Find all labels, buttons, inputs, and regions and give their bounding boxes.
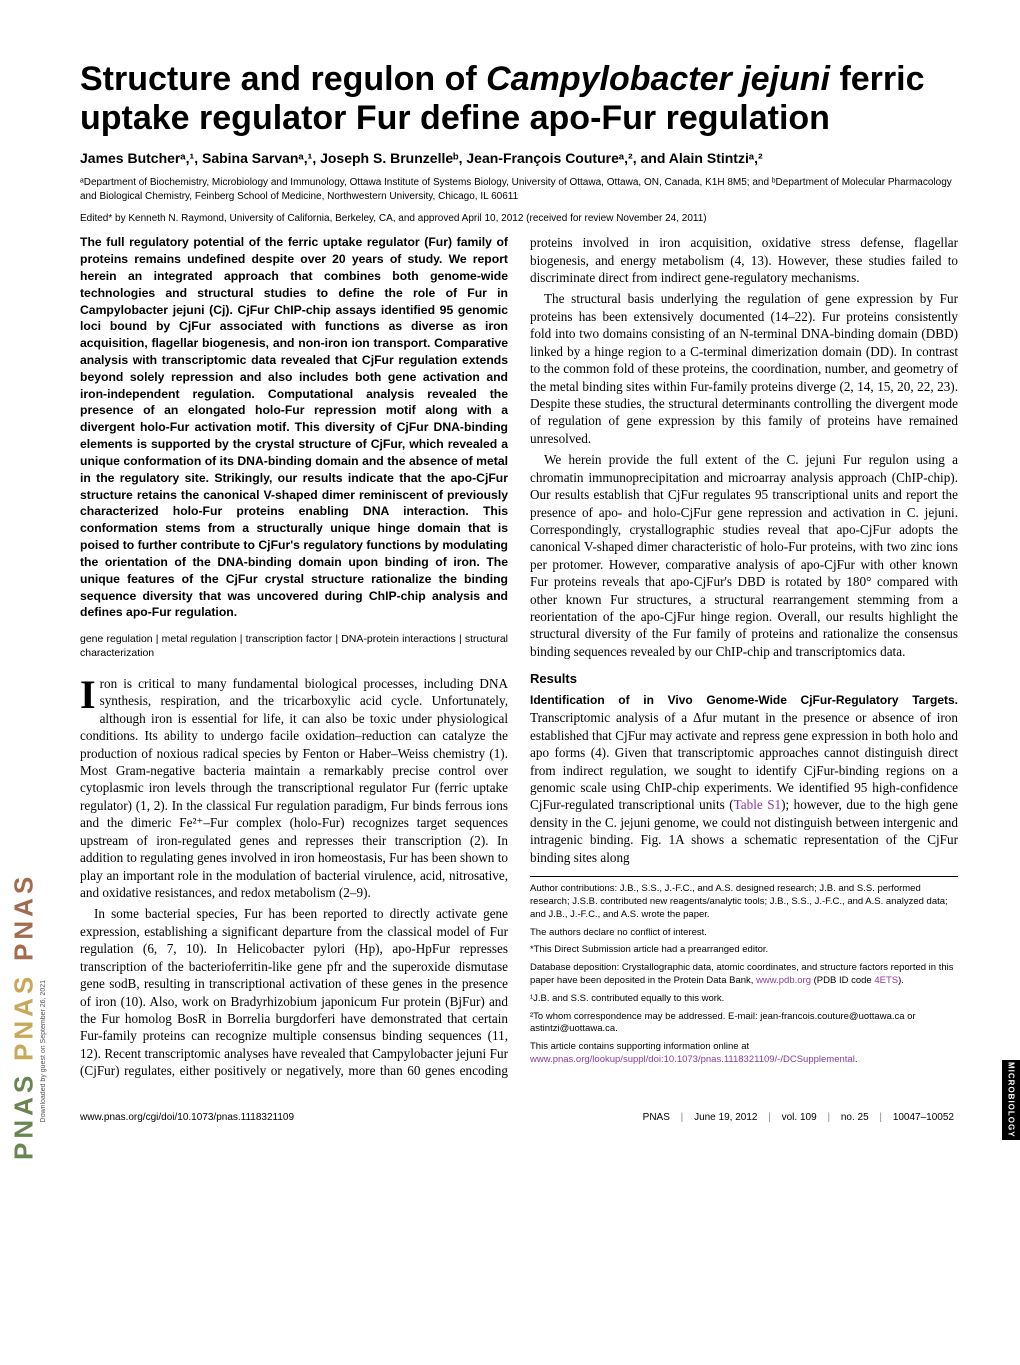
title-species: Campylobacter jejuni [486,60,830,98]
two-column-body: The full regulatory potential of the fer… [80,234,958,1079]
conflict-statement: The authors declare no conflict of inter… [530,927,958,940]
intro-paragraph-3: The structural basis underlying the regu… [530,290,958,447]
title-text-a: Structure and regulon of [80,60,486,98]
db-text-c: ). [898,975,904,986]
authors-line: James Butcherᵃ,¹, Sabina Sarvanᵃ,¹, Jose… [80,150,958,166]
equal-contribution-note: ¹J.B. and S.S. contributed equally to th… [530,993,958,1006]
article-page: Structure and regulon of Campylobacter j… [0,0,1020,1163]
footer-volume: vol. 109 [782,1112,817,1123]
direct-submission-note: *This Direct Submission article had a pr… [530,944,958,957]
page-footer: www.pnas.org/cgi/doi/10.1073/pnas.111832… [80,1106,958,1123]
supp-text-b: . [855,1054,858,1065]
results-subheading: Identification of in Vivo Genome-Wide Cj… [530,693,958,707]
footer-pages: 10047–10052 [893,1112,954,1123]
dropcap-letter: I [80,675,100,712]
intro-paragraph-1: Iron is critical to many fundamental bio… [80,675,508,901]
keywords-line: gene regulation | metal regulation | tra… [80,633,508,661]
results-heading: Results [530,670,958,687]
footer-doi[interactable]: www.pnas.org/cgi/doi/10.1073/pnas.111832… [80,1112,294,1123]
pdb-id-link[interactable]: 4ETS [874,975,898,986]
abstract: The full regulatory potential of the fer… [80,234,508,621]
footer-date: June 19, 2012 [694,1112,757,1123]
p1-text: ron is critical to many fundamental biol… [80,676,508,900]
affiliations: ᵃDepartment of Biochemistry, Microbiolog… [80,176,958,203]
db-text-b: (PDB ID code [811,975,874,986]
supp-text-a: This article contains supporting informa… [530,1041,749,1052]
author-contributions: Author contributions: J.B., S.S., J.-F.C… [530,883,958,921]
table-s1-link[interactable]: Table S1 [734,797,782,812]
database-deposition: Database deposition: Crystallographic da… [530,962,958,988]
article-title: Structure and regulon of Campylobacter j… [80,60,958,138]
pdb-link[interactable]: www.pdb.org [756,975,811,986]
author-notes-block: Author contributions: J.B., S.S., J.-F.C… [530,876,958,1067]
results-paragraph-1: Identification of in Vivo Genome-Wide Cj… [530,691,958,866]
footer-issue: no. 25 [841,1112,869,1123]
intro-paragraph-4: We herein provide the full extent of the… [530,451,958,660]
footer-citation: PNAS | June 19, 2012 | vol. 109 | no. 25… [639,1112,958,1123]
supporting-info-note: This article contains supporting informa… [530,1041,958,1067]
edited-by-line: Edited* by Kenneth N. Raymond, Universit… [80,213,958,224]
supplemental-link[interactable]: www.pnas.org/lookup/suppl/doi:10.1073/pn… [530,1054,855,1065]
footer-journal: PNAS [643,1112,670,1123]
correspondence-note: ²To whom correspondence may be addressed… [530,1011,958,1037]
